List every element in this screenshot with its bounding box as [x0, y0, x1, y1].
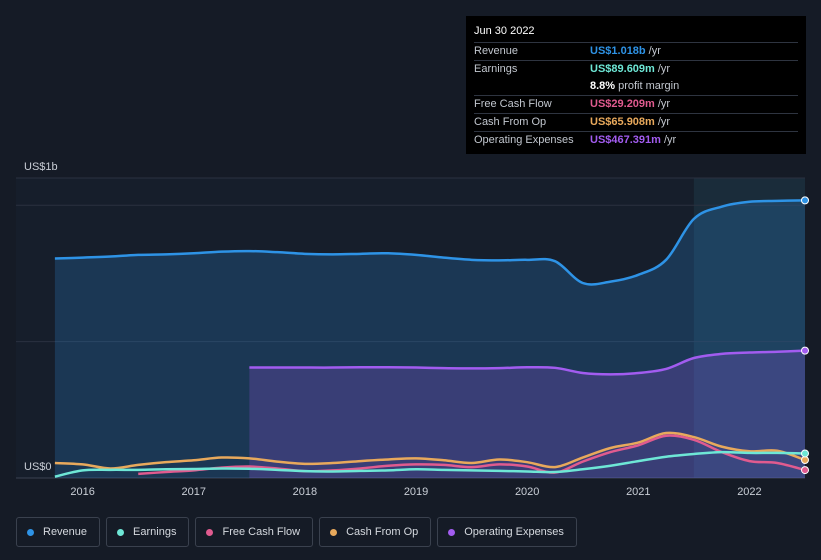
tooltip: Jun 30 2022 Revenue US$1.018b/yr Earnings U…: [466, 16, 806, 154]
plot-area: [16, 178, 805, 478]
tooltip-row-label: [474, 78, 590, 95]
y-axis-top-label: US$1b: [24, 161, 58, 173]
tooltip-row-label: Operating Expenses: [474, 134, 574, 146]
tooltip-row-suffix: /yr: [657, 116, 671, 128]
highlight-region: [693, 178, 805, 478]
cash-from-op-end-marker: [801, 456, 809, 464]
series-areas: [54, 200, 806, 478]
legend-item-operating-expenses[interactable]: Operating Expenses: [437, 517, 577, 547]
legend-label: Earnings: [133, 526, 177, 538]
series-lines: [54, 199, 806, 478]
tooltip-row: Earnings US$89.609m/yr: [474, 60, 798, 78]
x-tick-label: 2016: [70, 486, 94, 498]
tooltip-row-suffix: /yr: [657, 63, 671, 75]
legend-dot-icon: [206, 528, 214, 536]
legend-item-earnings[interactable]: Earnings: [106, 517, 190, 547]
legend-dot-icon: [27, 528, 34, 536]
legend-item-free-cash-flow[interactable]: Free Cash Flow: [195, 517, 314, 547]
tooltip-row-label: Cash From Op: [474, 116, 547, 128]
free-cash-flow-end-marker: [801, 466, 809, 475]
tooltip-row-suffix: /yr: [657, 98, 671, 110]
tooltip-row: 8.8% profit margin: [474, 78, 798, 95]
revenue-end-marker: [801, 196, 809, 205]
earnings-line: [54, 450, 806, 478]
x-axis-ticks: 2016 2017 2018 2019 2020 2021 2022: [70, 486, 761, 498]
tooltip-row-label: Free Cash Flow: [474, 98, 552, 110]
series-end-markers: [801, 196, 809, 475]
legend-label: Cash From Op: [346, 526, 419, 538]
legend-item-cash-from-op[interactable]: Cash From Op: [319, 517, 432, 547]
cash-from-op-line: [54, 431, 806, 470]
operating-expenses-end-marker: [801, 346, 809, 355]
tooltip-row-value: 8.8%: [590, 80, 616, 92]
legend-label: Revenue: [43, 526, 88, 538]
earnings-end-marker: [801, 449, 809, 458]
x-tick-label: 2022: [737, 486, 761, 498]
operating-expenses-line: [249, 349, 806, 376]
legend-label: Free Cash Flow: [222, 526, 301, 538]
legend-dot-icon: [117, 528, 125, 536]
tooltip-row-label: Revenue: [474, 45, 519, 57]
x-tick-label: 2018: [293, 486, 317, 498]
legend-dot-icon: [330, 528, 338, 536]
x-tick-label: 2017: [182, 486, 206, 498]
tooltip-row-label: Earnings: [474, 63, 518, 75]
x-tick-label: 2021: [626, 486, 650, 498]
x-tick-label: 2020: [515, 486, 539, 498]
tooltip-row: Operating Expenses US$467.391m/yr: [474, 131, 798, 149]
legend-label: Operating Expenses: [464, 526, 564, 538]
tooltip-row-value: US$1.018b: [590, 45, 646, 57]
tooltip-row-suffix: /yr: [663, 134, 677, 146]
legend-item-revenue[interactable]: Revenue: [16, 517, 101, 547]
tooltip-row-value: US$467.391m: [590, 134, 661, 146]
operating-expenses-area: [249, 350, 805, 478]
tooltip-row: Free Cash Flow US$29.209m/yr: [474, 95, 798, 113]
tooltip-row-suffix: profit margin: [618, 80, 680, 92]
tooltip-row-value: US$89.609m: [590, 63, 655, 75]
tooltip-row: Revenue US$1.018b/yr: [474, 42, 798, 60]
legend-dot-icon: [448, 528, 456, 536]
tooltip-row: Cash From Op US$65.908m/yr: [474, 113, 798, 131]
tooltip-row-value: US$29.209m: [590, 98, 655, 110]
tooltip-row-value: US$65.908m: [590, 116, 655, 128]
legend: Revenue Earnings Free Cash Flow Cash From O…: [16, 517, 577, 547]
revenue-line: [54, 199, 806, 286]
revenue-area: [54, 200, 806, 478]
x-tick-label: 2019: [404, 486, 428, 498]
gridlines: [16, 177, 805, 479]
tooltip-rows: Revenue US$1.018b/yr Earnings US$89.609m/yr…: [474, 42, 798, 149]
free-cash-flow-line: [138, 434, 806, 476]
tooltip-date: Jun 30 2022: [474, 25, 535, 37]
y-axis-zero-label: US$0: [24, 461, 52, 473]
tooltip-row-suffix: /yr: [648, 45, 661, 57]
